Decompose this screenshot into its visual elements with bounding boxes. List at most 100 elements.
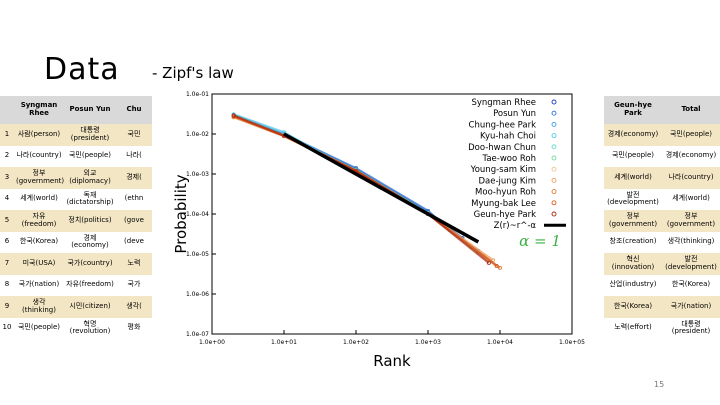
legend-label: Z(r)~r^-α xyxy=(494,221,537,231)
right-word-table: Geun-hye Park Total 경제(economy) 국민(people)… xyxy=(604,96,720,339)
left-table-row: 8 국가(nation) 자유(freedom) 국가 xyxy=(0,274,152,296)
right-table-cell: 국민(people) xyxy=(662,124,720,146)
right-table-cell: 세계(world) xyxy=(662,188,720,210)
x-tick-label: 1.0e+02 xyxy=(343,339,369,346)
left-table-cell: 7 xyxy=(0,253,14,275)
left-table-cell: 10 xyxy=(0,317,14,339)
left-table-cell: 9 xyxy=(0,296,14,318)
right-table-cell: 나라(country) xyxy=(662,167,720,189)
y-tick-label: 1.0e-02 xyxy=(186,131,209,138)
left-table-cell: 평화 xyxy=(116,317,152,339)
left-table-cell: 미국(USA) xyxy=(14,253,64,275)
right-table-row: 혁신 (innovation) 발전 (development) xyxy=(604,253,720,275)
right-table-cell: 세계(world) xyxy=(604,167,662,189)
legend-marker xyxy=(551,144,557,150)
legend-marker xyxy=(551,121,557,127)
right-table-cell: 국민(people) xyxy=(604,145,662,167)
left-table-cell: 사람(person) xyxy=(14,124,64,146)
slide-title: Data xyxy=(44,52,120,87)
legend-label: Syngman Rhee xyxy=(471,98,536,108)
series-line xyxy=(233,114,479,252)
right-table-row: 국민(people) 경제(economy) xyxy=(604,145,720,167)
left-table-cell: 4 xyxy=(0,188,14,210)
left-table-row: 9 생각(thinking) 시민(citizen) 생각( xyxy=(0,296,152,318)
left-table-cell: 나라(country) xyxy=(14,145,64,167)
right-table-cell: 생각(thinking) xyxy=(662,231,720,253)
left-table-cell: 정치(politics) xyxy=(64,210,116,232)
right-table-cell: 정부 (government) xyxy=(662,210,720,232)
series-line xyxy=(233,115,472,248)
left-table-cell: (gove xyxy=(116,210,152,232)
left-table-cell: 국가(country) xyxy=(64,253,116,275)
left-word-table: Syngman Rhee Posun Yun Chu 1 사람(person) 대통령 … xyxy=(0,96,152,339)
left-table-cell: 독재 (dictatorship) xyxy=(64,188,116,210)
left-table-cell: 국민(people) xyxy=(64,145,116,167)
right-table-cell: 대통령 (president) xyxy=(662,317,720,339)
left-table-header-cell: Posun Yun xyxy=(64,96,116,124)
left-table-row: 3 정부 (government) 외교 (diplomacy) 경제( xyxy=(0,167,152,189)
series-line xyxy=(233,115,485,257)
left-table-cell: 혁명 (revolution) xyxy=(64,317,116,339)
series-line xyxy=(233,114,490,264)
left-table-cell: 외교 (diplomacy) xyxy=(64,167,116,189)
left-table-cell: 세계(world) xyxy=(14,188,64,210)
right-table-cell: 발전 (development) xyxy=(662,253,720,275)
legend-label: Tae-woo Roh xyxy=(482,154,536,164)
y-tick-label: 1.0e-01 xyxy=(186,91,209,98)
left-table-cell: 정부 (government) xyxy=(14,167,64,189)
right-table-header-cell: Total xyxy=(662,96,720,124)
left-table-cell: 국민 xyxy=(116,124,152,146)
left-table-cell: 대통령 (president) xyxy=(64,124,116,146)
right-table-row: 창조(creation) 생각(thinking) xyxy=(604,231,720,253)
right-table-cell: 창조(creation) xyxy=(604,231,662,253)
left-table-header-cell xyxy=(0,96,14,124)
left-table-cell: 2 xyxy=(0,145,14,167)
left-table-cell: (ethn xyxy=(116,188,152,210)
legend-marker xyxy=(551,189,557,195)
right-table-cell: 발전 (development) xyxy=(604,188,662,210)
right-table-cell: 한국(Korea) xyxy=(604,296,662,318)
legend-label: Posun Yun xyxy=(493,109,536,119)
y-tick-label: 1.0e-07 xyxy=(186,331,209,338)
left-table-cell: 생각( xyxy=(116,296,152,318)
right-table-row: 발전 (development) 세계(world) xyxy=(604,188,720,210)
zipf-chart: 1.0e+00 1.0e+01 1.0e+02 1.0e+03 1.0e+04 1.0e+… xyxy=(168,86,598,376)
x-tick-label: 1.0e+03 xyxy=(415,339,441,346)
data-point xyxy=(231,113,236,118)
legend-label: Myung-bak Lee xyxy=(471,199,536,209)
left-table-cell: 국가 xyxy=(116,274,152,296)
series-line xyxy=(233,116,494,262)
legend-marker xyxy=(551,211,557,217)
right-table-row: 산업(industry) 한국(Korea) xyxy=(604,274,720,296)
legend-label: Doo-hwan Chun xyxy=(468,143,536,153)
right-table-row: 노력(effort) 대통령 (president) xyxy=(604,317,720,339)
left-table-cell: 경제(economy) xyxy=(64,231,116,253)
y-tick-label: 1.0e-06 xyxy=(186,291,209,298)
left-table-cell: 자유(freedom) xyxy=(64,274,116,296)
series-line xyxy=(233,115,501,269)
right-table-row: 한국(Korea) 국가(nation) xyxy=(604,296,720,318)
left-table-row: 7 미국(USA) 국가(country) 노력 xyxy=(0,253,152,275)
legend-label: Moo-hyun Roh xyxy=(475,188,536,198)
right-table-cell: 경제(economy) xyxy=(604,124,662,146)
legend-marker xyxy=(551,177,557,183)
alpha-annotation: α = 1 xyxy=(519,232,561,250)
y-axis-label: Probability xyxy=(172,174,190,253)
right-table-header-cell: Geun-hye Park xyxy=(604,96,662,124)
series-line xyxy=(233,115,464,239)
left-table-cell: 1 xyxy=(0,124,14,146)
legend-label: Geun-hye Park xyxy=(474,210,536,220)
right-table-row: 세계(world) 나라(country) xyxy=(604,167,720,189)
left-table-cell: 6 xyxy=(0,231,14,253)
y-tick-label: 1.0e-05 xyxy=(186,251,209,258)
x-tick-label: 1.0e+00 xyxy=(199,339,225,346)
x-tick-label: 1.0e+05 xyxy=(559,339,585,346)
page-number: 15 xyxy=(654,380,665,389)
legend-marker xyxy=(551,200,557,206)
left-table-cell: 3 xyxy=(0,167,14,189)
series-line xyxy=(233,115,479,254)
left-table-cell: 경제( xyxy=(116,167,152,189)
data-point xyxy=(486,260,491,265)
left-table-cell: 생각(thinking) xyxy=(14,296,64,318)
legend-label: Young-sam Kim xyxy=(470,165,536,175)
